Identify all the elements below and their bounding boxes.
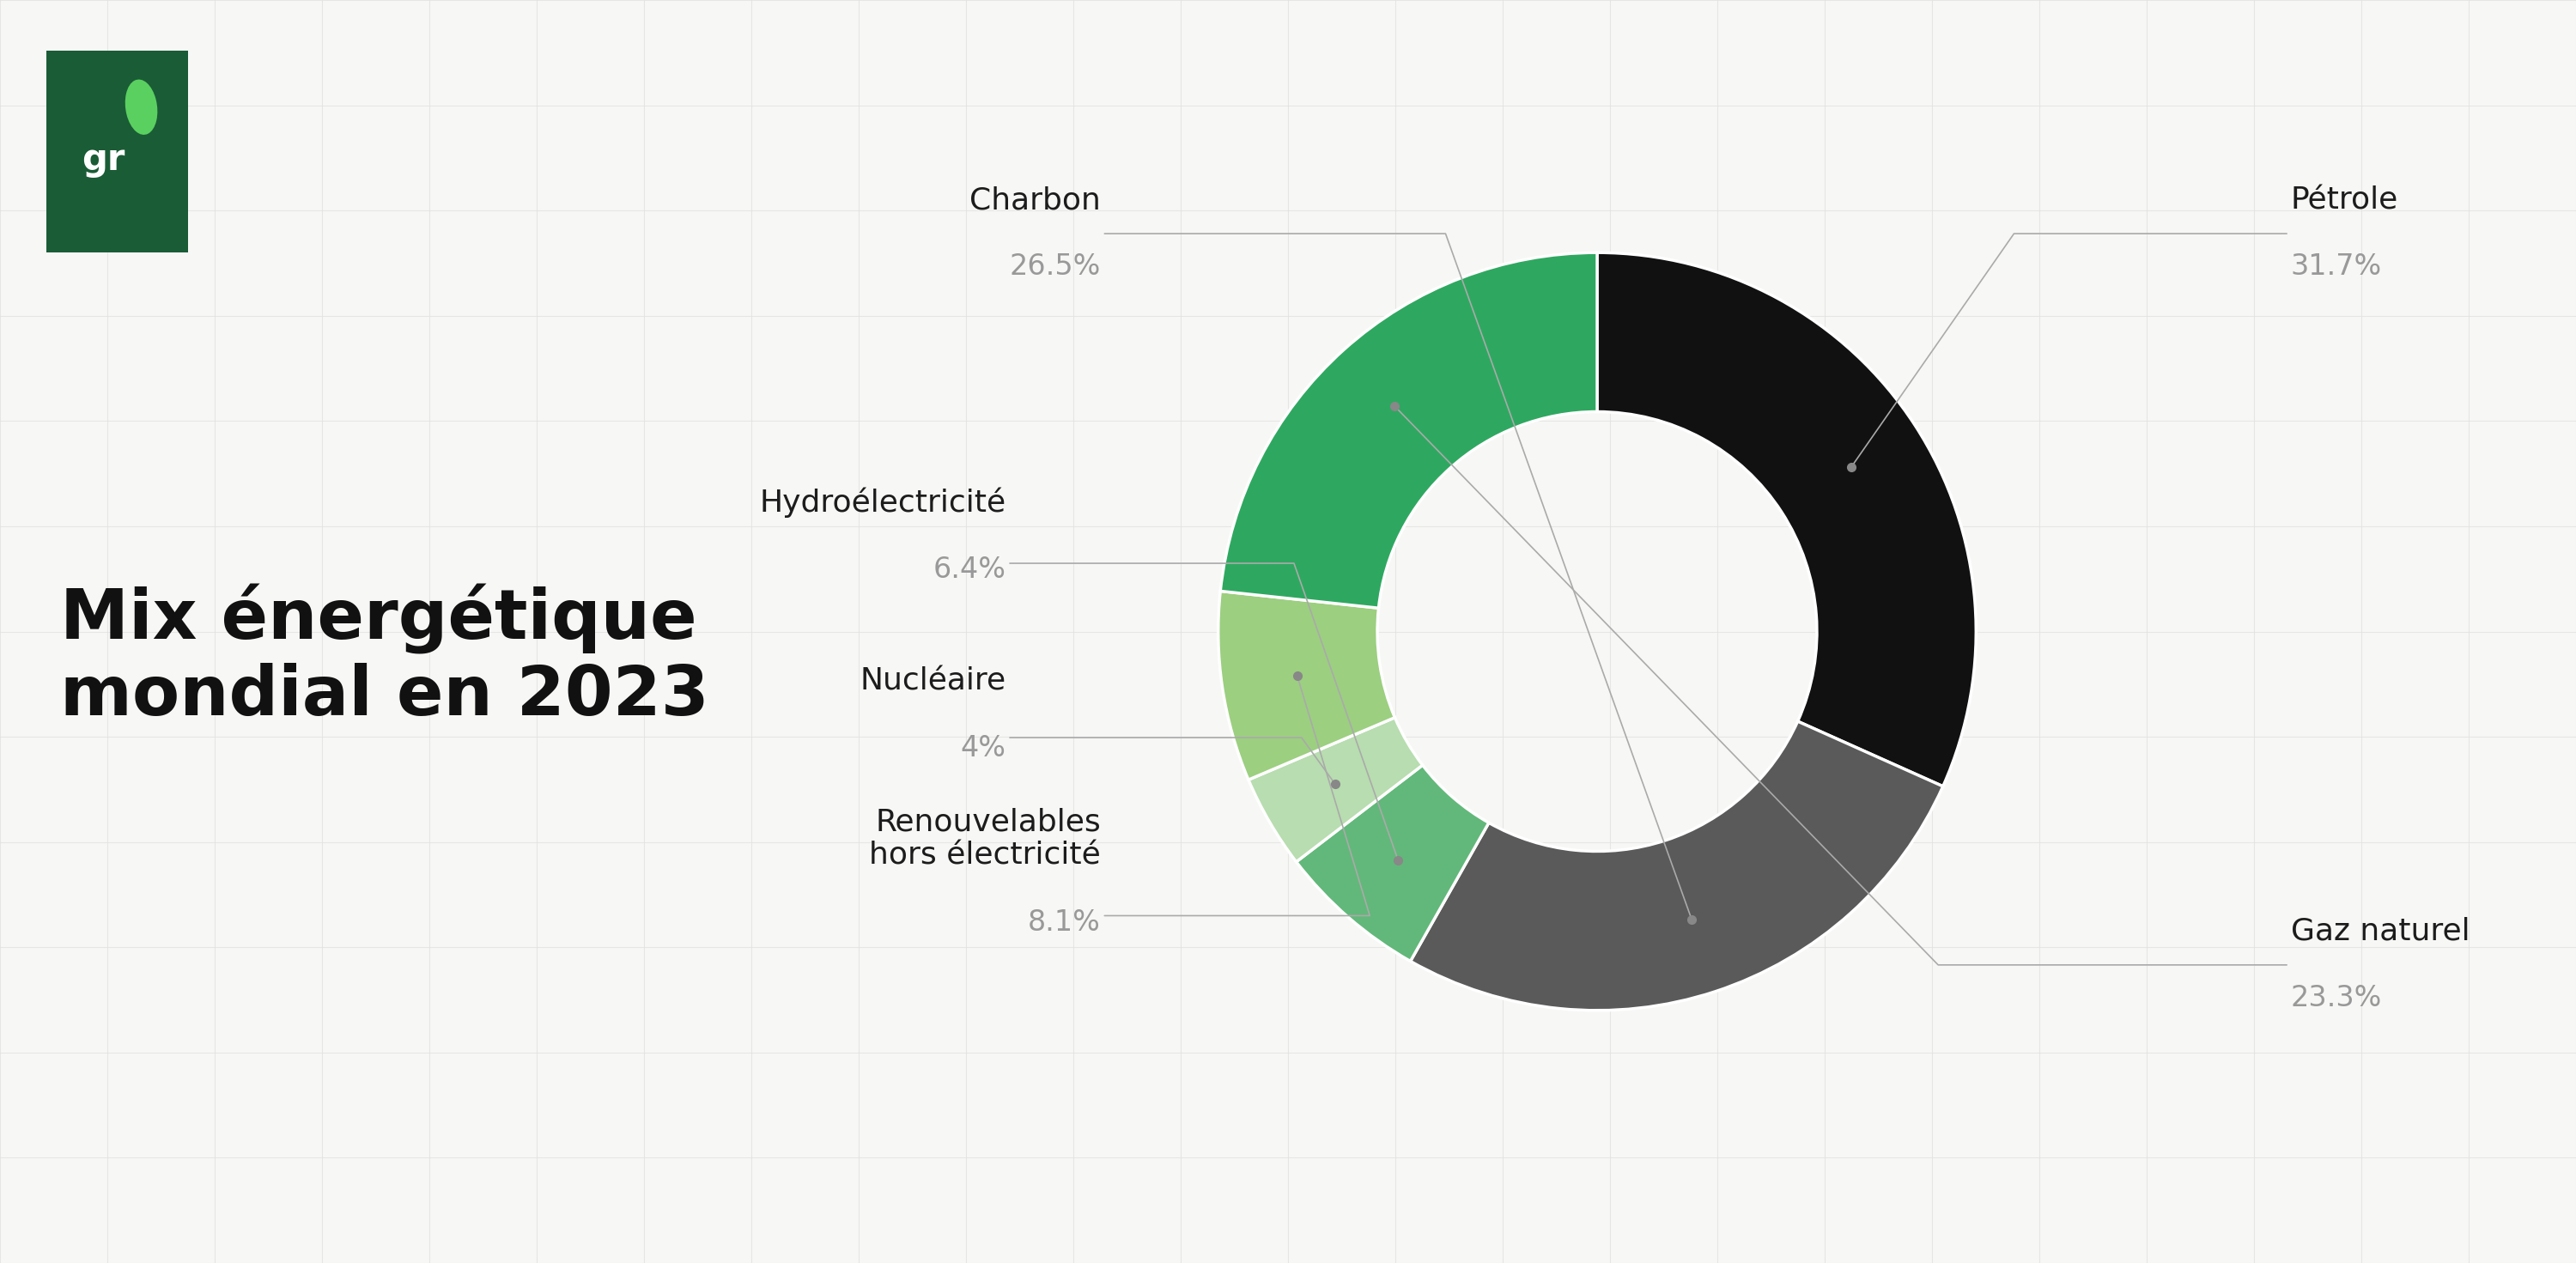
Text: 23.3%: 23.3% (2290, 984, 2383, 1012)
Wedge shape (1218, 591, 1394, 779)
Text: Hydroélectricité: Hydroélectricité (760, 488, 1007, 518)
Text: Pétrole: Pétrole (2290, 186, 2398, 215)
Text: 26.5%: 26.5% (1010, 253, 1100, 280)
Text: 6.4%: 6.4% (933, 556, 1007, 584)
Wedge shape (1296, 765, 1489, 961)
Text: gr: gr (82, 141, 124, 178)
Text: 8.1%: 8.1% (1028, 908, 1100, 936)
Text: Mix énergétique
mondial en 2023: Mix énergétique mondial en 2023 (59, 585, 708, 729)
Text: Renouvelables
hors électricité: Renouvelables hors électricité (868, 807, 1100, 870)
Wedge shape (1249, 717, 1422, 861)
Text: Nucléaire: Nucléaire (860, 667, 1007, 696)
Text: Charbon: Charbon (969, 186, 1100, 215)
Text: 31.7%: 31.7% (2290, 253, 2383, 280)
Ellipse shape (126, 80, 157, 135)
FancyBboxPatch shape (31, 30, 201, 273)
Text: Gaz naturel: Gaz naturel (2290, 917, 2470, 946)
Wedge shape (1597, 253, 1976, 787)
Text: 4%: 4% (961, 734, 1007, 762)
Wedge shape (1221, 253, 1597, 608)
Wedge shape (1412, 721, 1942, 1010)
